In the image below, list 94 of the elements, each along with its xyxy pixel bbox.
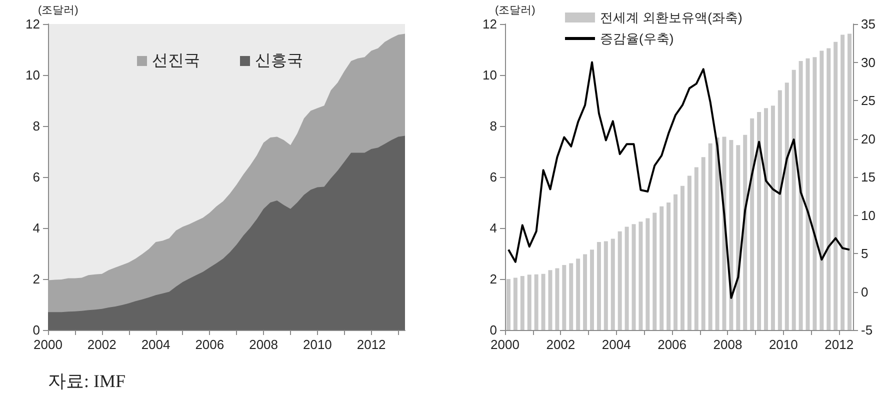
legend-label: 증감율(우축) xyxy=(600,31,674,46)
y-tick-label: 6 xyxy=(490,170,497,184)
bar xyxy=(840,34,845,330)
bar xyxy=(555,268,560,330)
y2-tick-label: -5 xyxy=(861,322,873,338)
bar xyxy=(778,90,782,330)
x-tick-label: 2006 xyxy=(658,337,686,352)
bar xyxy=(784,82,789,330)
x-tick-label: 2008 xyxy=(713,337,742,352)
bar xyxy=(694,167,698,330)
x-tick-label: 2012 xyxy=(824,337,854,352)
bar xyxy=(618,231,622,330)
bar xyxy=(583,254,588,330)
y-tick-label: 12 xyxy=(482,16,497,32)
bar xyxy=(750,118,754,330)
x-tick-label: 2002 xyxy=(87,337,116,352)
text: 자료: IMF xyxy=(48,371,126,391)
x-tick-label: 2000 xyxy=(34,337,62,352)
bar xyxy=(743,134,748,330)
bar xyxy=(764,108,768,330)
x-tick-label: 2002 xyxy=(546,337,576,352)
y2-tick-label: 15 xyxy=(861,170,876,184)
y-tick-label: 10 xyxy=(26,68,40,82)
y-tick-label: 6 xyxy=(32,170,40,184)
y2-tick-label: 20 xyxy=(861,131,876,146)
bar xyxy=(757,112,762,330)
bar xyxy=(674,194,678,330)
bar xyxy=(652,212,657,330)
y-axis-title: (조달러) xyxy=(38,4,78,16)
y-tick-label: 0 xyxy=(490,322,497,338)
bar xyxy=(541,274,546,330)
bar xyxy=(534,274,538,330)
bar xyxy=(638,222,643,330)
bar xyxy=(562,264,566,330)
bar xyxy=(770,106,775,330)
bar xyxy=(680,186,684,330)
legend-label: 전세계 외환보유액(좌축) xyxy=(600,10,742,25)
bar xyxy=(812,57,817,330)
bar xyxy=(513,278,518,330)
bar xyxy=(624,226,629,330)
y-tick-label: 4 xyxy=(490,220,497,236)
x-tick-label: 2006 xyxy=(195,337,224,352)
x-tick-label: 2000 xyxy=(490,337,520,352)
legend-label: 신흥국 xyxy=(255,52,303,70)
bar xyxy=(715,137,720,330)
x-tick-label: 2004 xyxy=(141,337,170,352)
y2-tick-label: 0 xyxy=(861,284,868,300)
bar xyxy=(820,50,824,330)
x-tick-label: 2010 xyxy=(768,337,798,352)
y2-tick-label: 10 xyxy=(861,208,876,223)
x-tick-label: 2008 xyxy=(249,337,278,352)
y-axis-title: (조달러) xyxy=(495,4,536,16)
bar xyxy=(527,274,532,330)
bar xyxy=(660,206,664,330)
bar xyxy=(708,143,712,330)
y-tick-label: 8 xyxy=(32,118,40,134)
bar xyxy=(792,70,796,330)
bar xyxy=(834,42,838,330)
y-tick-label: 0 xyxy=(32,322,40,338)
x-tick-label: 2004 xyxy=(602,337,631,352)
y-tick-label: 2 xyxy=(32,272,40,286)
y-tick-label: 8 xyxy=(490,118,497,134)
line-series xyxy=(507,61,851,299)
x-tick-label: 2012 xyxy=(356,337,386,352)
y-tick-label: 10 xyxy=(482,68,497,82)
bar xyxy=(646,218,650,330)
bar xyxy=(632,224,636,330)
bar xyxy=(576,258,580,330)
bar xyxy=(687,176,692,330)
y2-tick-label: 25 xyxy=(861,93,876,108)
bar xyxy=(848,34,852,330)
bar xyxy=(590,250,594,330)
bar xyxy=(604,241,608,330)
bar xyxy=(506,279,510,330)
bar xyxy=(610,238,615,330)
bar xyxy=(666,202,671,330)
bar xyxy=(806,58,810,330)
bar xyxy=(701,157,706,330)
bar xyxy=(569,263,574,330)
y2-tick-label: 35 xyxy=(861,16,876,32)
bar xyxy=(736,145,740,330)
y-tick-label: 2 xyxy=(490,272,497,286)
bar xyxy=(826,48,831,330)
bar xyxy=(596,242,601,330)
y-tick-label: 4 xyxy=(32,220,40,236)
bar xyxy=(729,140,734,330)
y2-tick-label: 30 xyxy=(861,54,876,70)
bar xyxy=(520,276,524,330)
x-tick-label: 2010 xyxy=(302,337,332,352)
bar xyxy=(548,270,552,330)
legend-label: 선진국 xyxy=(152,52,200,70)
y2-tick-label: 5 xyxy=(861,246,868,261)
y-tick-label: 12 xyxy=(26,16,40,32)
bar xyxy=(798,60,803,330)
